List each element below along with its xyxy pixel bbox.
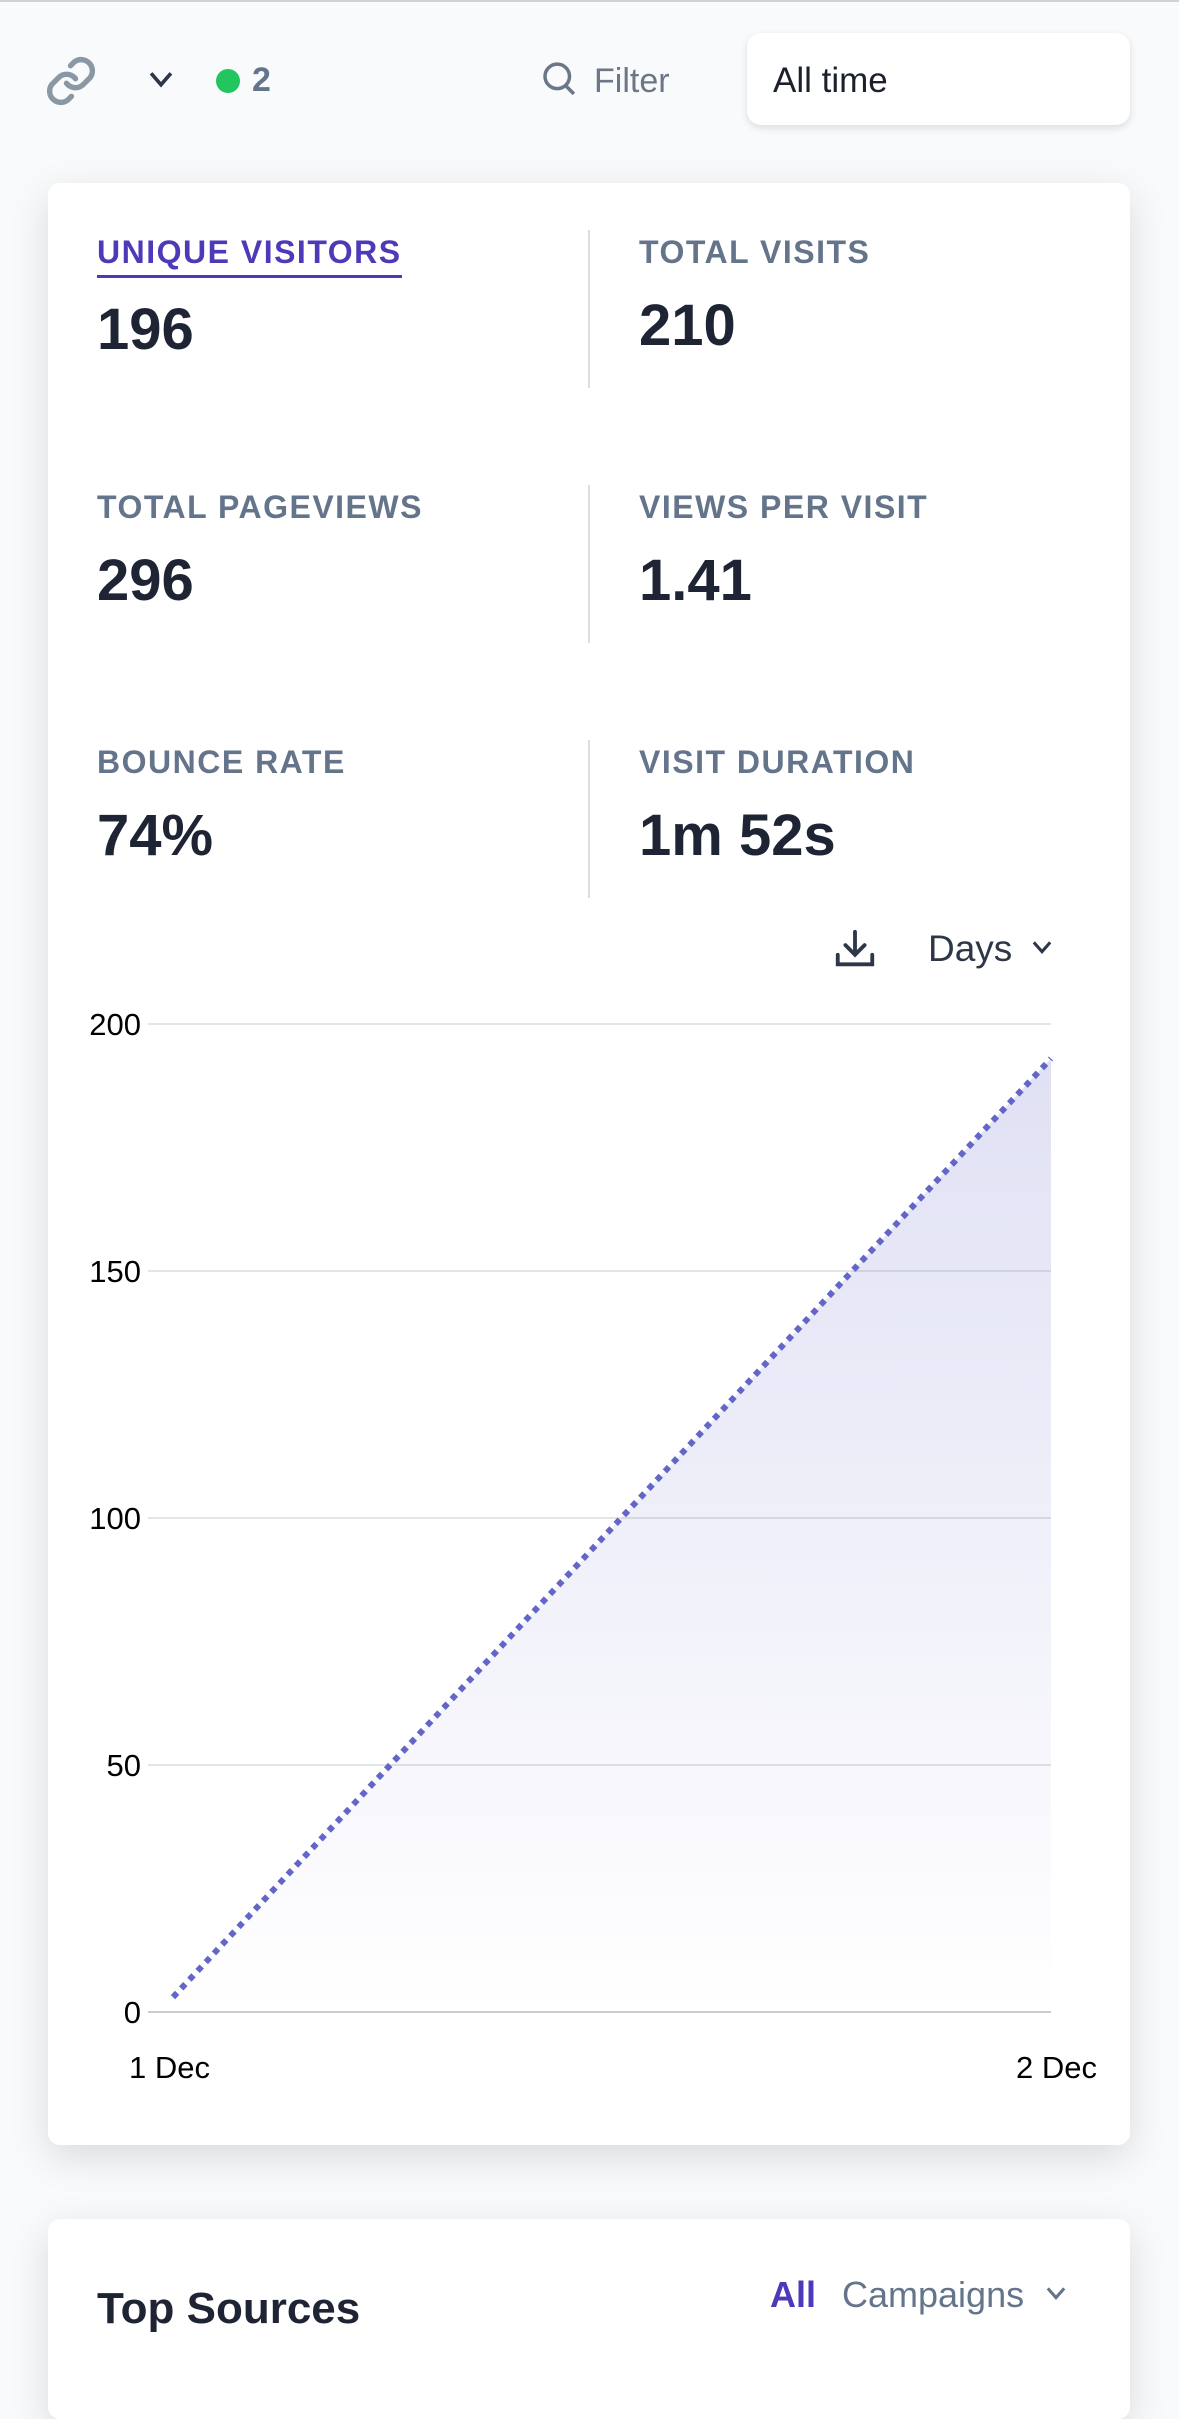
y-tick-label: 50 xyxy=(107,1748,141,1783)
stat-label: VIEWS PER VISIT xyxy=(639,489,929,525)
stat-value: 1m 52s xyxy=(639,803,836,868)
stat-views-per-visit[interactable]: VIEWS PER VISIT 1.41 xyxy=(639,489,928,614)
y-tick-label: 0 xyxy=(124,1995,141,2030)
filter-label: Filter xyxy=(594,62,670,100)
chevron-down-icon xyxy=(1028,933,1056,966)
stat-value: 210 xyxy=(639,293,736,358)
stat-label: TOTAL VISITS xyxy=(639,234,871,270)
divider xyxy=(588,740,590,898)
visitors-chart: 0 50 100 150 200 1 Dec 2 Dec xyxy=(89,1007,1097,2085)
stat-label: TOTAL PAGEVIEWS xyxy=(97,489,423,525)
y-tick-label: 150 xyxy=(89,1254,141,1289)
stat-label: VISIT DURATION xyxy=(639,744,916,780)
divider xyxy=(588,485,590,643)
live-visitor-count[interactable]: 2 xyxy=(252,61,271,99)
interval-select[interactable]: Days xyxy=(928,928,1056,970)
stat-total-pageviews[interactable]: TOTAL PAGEVIEWS 296 xyxy=(97,489,423,614)
top-sources-title: Top Sources xyxy=(97,2284,361,2333)
series-line xyxy=(170,1056,1054,2000)
stat-visit-duration[interactable]: VISIT DURATION 1m 52s xyxy=(639,744,915,869)
stat-label: UNIQUE VISITORS xyxy=(97,234,402,278)
stat-value: 1.41 xyxy=(639,548,752,613)
chevron-down-icon xyxy=(1042,2279,1070,2312)
period-select[interactable]: All time xyxy=(747,33,1130,125)
site-dropdown-chevron-icon[interactable] xyxy=(144,62,178,101)
stat-label: BOUNCE RATE xyxy=(97,744,346,780)
live-indicator-dot-icon xyxy=(216,69,240,93)
tab-campaigns-label: Campaigns xyxy=(842,2274,1025,2315)
stat-value: 196 xyxy=(97,297,194,362)
tab-campaigns[interactable]: Campaigns xyxy=(842,2274,1070,2316)
y-tick-label: 200 xyxy=(89,1007,141,1042)
tab-all[interactable]: All xyxy=(770,2274,817,2315)
x-tick-label: 2 Dec xyxy=(1016,2050,1097,2085)
stat-bounce-rate[interactable]: BOUNCE RATE 74% xyxy=(97,744,346,869)
divider xyxy=(588,230,590,388)
x-tick-label: 1 Dec xyxy=(129,2050,210,2085)
stat-value: 74% xyxy=(97,803,214,868)
stat-unique-visitors[interactable]: UNIQUE VISITORS 196 xyxy=(97,234,402,363)
link-icon[interactable] xyxy=(44,54,98,113)
interval-label: Days xyxy=(928,928,1013,969)
stat-value: 296 xyxy=(97,548,194,613)
search-icon xyxy=(538,58,580,105)
download-icon[interactable] xyxy=(832,926,878,977)
series-area xyxy=(173,1058,1051,2012)
y-tick-label: 100 xyxy=(89,1501,141,1536)
filter-button[interactable]: Filter xyxy=(538,58,670,105)
stat-total-visits[interactable]: TOTAL VISITS 210 xyxy=(639,234,870,359)
